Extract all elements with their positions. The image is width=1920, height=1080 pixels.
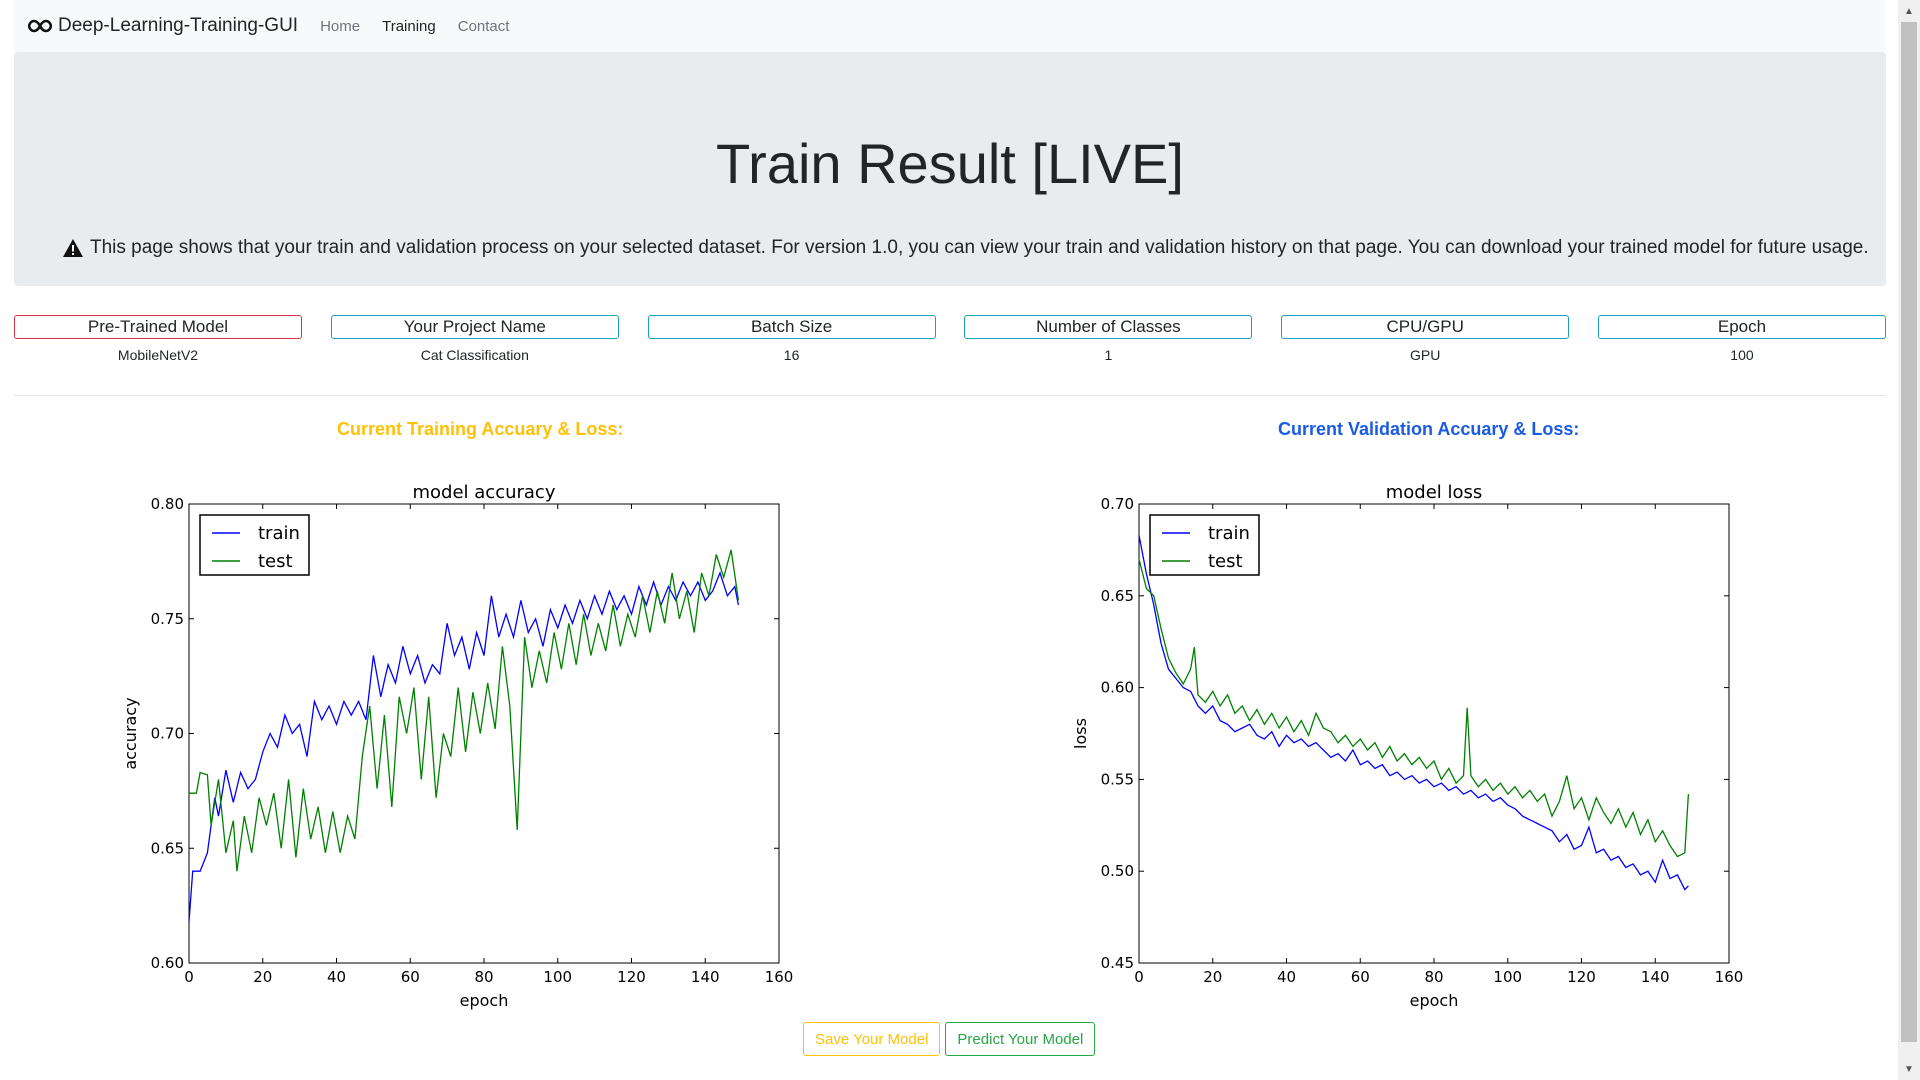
plot-frame: [188, 503, 780, 964]
save-model-button[interactable]: Save Your Model: [803, 1022, 941, 1056]
card-value: 16: [783, 347, 800, 363]
y-tick-label: 0.55: [1101, 770, 1134, 788]
y-tick-label: 0.50: [1101, 862, 1134, 880]
series-line-train: [188, 571, 740, 922]
nav-contact[interactable]: Contact: [457, 17, 510, 35]
y-tick-label: 0.70: [151, 725, 184, 743]
y-tick-label: 0.60: [151, 954, 184, 972]
x-tick-label: 80: [1424, 968, 1443, 986]
x-tick-label: 140: [1641, 968, 1670, 986]
action-buttons: Save Your Model Predict Your Model: [803, 1022, 1096, 1056]
page-title: Train Result [LIVE]: [716, 132, 1184, 195]
chart-title: model loss: [1386, 482, 1483, 503]
card-label: Pre-Trained Model: [14, 315, 302, 339]
y-tick-label: 0.45: [1101, 954, 1134, 972]
card-value: MobileNetV2: [117, 347, 199, 363]
scrollbar-thumb[interactable]: [1901, 22, 1917, 1042]
brand-name: Deep-Learning-Training-GUI: [58, 15, 299, 36]
accuracy-plot: [188, 503, 780, 964]
x-tick-label: 40: [327, 968, 346, 986]
y-tick-label: 0.65: [151, 839, 184, 857]
x-tick-label: 120: [1567, 968, 1596, 986]
card-epoch: Epoch 100: [1597, 315, 1886, 363]
card-project-name: Your Project Name Cat Classification: [330, 315, 619, 363]
x-tick-label: 0: [1134, 968, 1144, 986]
card-cpu-gpu: CPU/GPU GPU: [1281, 315, 1570, 363]
series-line-train: [1138, 535, 1689, 891]
legend-label-train: train: [1208, 523, 1250, 544]
y-tick-label: 0.60: [1101, 679, 1134, 697]
card-label: Epoch: [1597, 315, 1886, 339]
legend-box: [199, 514, 310, 576]
page-description: This page shows that your train and vali…: [62, 237, 1869, 259]
nav-home[interactable]: Home: [320, 17, 361, 35]
x-tick-label: 100: [1493, 968, 1522, 986]
legend-box: [1149, 514, 1260, 576]
y-tick-label: 0.80: [151, 495, 184, 513]
card-value: GPU: [1410, 347, 1441, 363]
navbar: Deep-Learning-Training-GUI Home Training…: [14, 0, 1886, 52]
scroll-up-arrow-icon[interactable]: ▲: [1904, 5, 1914, 17]
card-value: Cat Classification: [420, 347, 529, 363]
card-pretrained-model: Pre-Trained Model MobileNetV2: [14, 315, 302, 363]
x-tick-label: 0: [184, 968, 194, 986]
description-text: This page shows that your train and vali…: [90, 237, 1869, 258]
x-tick-label: 20: [1203, 968, 1222, 986]
chart-title: model accuracy: [413, 482, 556, 503]
warning-icon: [63, 239, 83, 257]
x-tick-label: 60: [1351, 968, 1370, 986]
x-tick-label: 20: [253, 968, 272, 986]
x-tick-label: 120: [617, 968, 646, 986]
x-tick-label: 140: [691, 968, 720, 986]
y-axis-label: accuracy: [121, 697, 140, 769]
legend-label-train: train: [258, 523, 300, 544]
legend-label-test: test: [1208, 551, 1243, 572]
card-label: Batch Size: [647, 315, 936, 339]
info-cards: Pre-Trained Model MobileNetV2 Your Proje…: [14, 315, 1886, 363]
y-tick-label: 0.70: [1101, 495, 1134, 513]
card-value: 1: [1104, 347, 1113, 363]
training-section-title: Current Training Accuary & Loss:: [337, 419, 624, 439]
legend-label-test: test: [258, 551, 293, 572]
y-tick-label: 0.65: [1101, 587, 1134, 605]
nav-training[interactable]: Training: [382, 17, 436, 35]
jumbotron: Train Result [LIVE] This page shows that…: [14, 52, 1886, 286]
x-tick-label: 100: [543, 968, 572, 986]
x-tick-label: 160: [765, 968, 794, 986]
card-value: 100: [1730, 347, 1754, 363]
loss-plot: [1138, 503, 1730, 964]
card-label: CPU/GPU: [1281, 315, 1570, 339]
vertical-scrollbar[interactable]: ▲ ▼: [1898, 0, 1920, 1080]
y-axis-label: loss: [1071, 718, 1090, 749]
y-tick-label: 0.75: [151, 610, 184, 628]
divider: [14, 395, 1886, 396]
x-tick-label: 80: [474, 968, 493, 986]
infinity-icon: [28, 19, 52, 33]
x-tick-label: 40: [1277, 968, 1296, 986]
series-line-test: [1138, 558, 1690, 858]
card-number-of-classes: Number of Classes 1: [964, 315, 1253, 363]
scroll-down-arrow-icon[interactable]: ▼: [1904, 1063, 1914, 1075]
predict-model-button[interactable]: Predict Your Model: [945, 1022, 1096, 1056]
x-axis-label: epoch: [460, 991, 509, 1010]
card-label: Your Project Name: [330, 315, 619, 339]
validation-section-title: Current Validation Accuary & Loss:: [1278, 419, 1580, 439]
x-tick-label: 160: [1715, 968, 1744, 986]
brand-link[interactable]: Deep-Learning-Training-GUI: [28, 15, 298, 37]
card-label: Number of Classes: [964, 315, 1253, 339]
x-axis-label: epoch: [1410, 991, 1459, 1010]
series-line-test: [189, 549, 740, 872]
x-tick-label: 60: [401, 968, 420, 986]
card-batch-size: Batch Size 16: [647, 315, 936, 363]
